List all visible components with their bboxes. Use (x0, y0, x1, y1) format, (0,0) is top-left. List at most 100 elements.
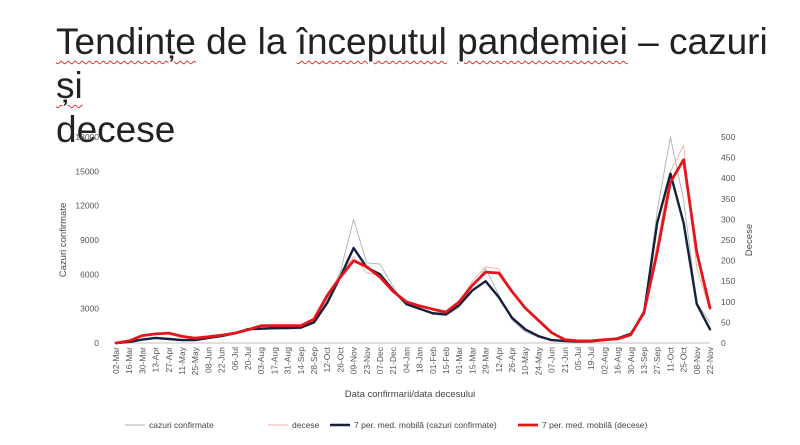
data-point (577, 340, 579, 342)
data-point (511, 317, 513, 319)
title-line-2: decese (56, 109, 176, 150)
data-point (353, 260, 355, 262)
data-point (696, 303, 698, 305)
y2-tick-label: 100 (721, 297, 735, 307)
y-axis-left-ticks: 0 3000 6000 9000 12000 15000 18000 (75, 132, 99, 348)
title-word-misspell-2: începutul (296, 21, 447, 62)
x-tick-label: 06-Jul (230, 347, 240, 370)
data-point (709, 322, 711, 324)
y2-tick-label: 450 (721, 153, 735, 163)
data-point (260, 325, 262, 327)
data-point (155, 333, 157, 335)
x-tick-label: 01-Mar (454, 347, 464, 374)
data-point (524, 307, 526, 309)
x-tick-label: 28-Sep (309, 347, 319, 375)
x-tick-label: 29-Mar (481, 347, 491, 374)
data-point (247, 329, 249, 331)
series-2 (114, 172, 712, 345)
data-point (274, 327, 276, 329)
data-point (604, 339, 606, 341)
title-word-misspell-1: Tendințe (56, 21, 196, 62)
chart-series (114, 136, 712, 345)
x-tick-label: 31-Aug (283, 347, 293, 375)
x-tick-label: 13-Sep (639, 347, 649, 375)
x-tick-label: 05-Jul (573, 347, 583, 370)
data-point (683, 199, 685, 201)
x-tick-label: 22-Jun (217, 347, 227, 373)
x-tick-label: 21-Jun (560, 347, 570, 373)
data-point (208, 336, 210, 338)
title-word-misspell-3: pandemiei (457, 21, 628, 62)
y2-tick-label: 50 (721, 317, 731, 327)
data-point (406, 303, 408, 305)
data-point (406, 301, 408, 303)
x-tick-label: 30-Mar (137, 347, 147, 374)
y-tick-label: 0 (94, 338, 99, 348)
data-point (485, 280, 487, 282)
data-point (590, 340, 592, 342)
data-point (326, 302, 328, 304)
data-point (564, 339, 566, 341)
x-tick-label: 08-Jun (203, 347, 213, 373)
x-tick-label: 10-May (520, 346, 530, 375)
series-line (115, 136, 711, 344)
data-point (234, 332, 236, 334)
data-point (313, 322, 315, 324)
data-point (366, 262, 368, 264)
data-point (340, 276, 342, 278)
x-tick-label: 25-May (190, 346, 200, 375)
data-point (300, 325, 302, 327)
data-point (392, 286, 394, 288)
legend: cazuri confirmate decese 7 per. med. mobil… (125, 420, 648, 430)
x-tick-label: 27-Sep (652, 347, 662, 375)
data-point (142, 339, 144, 341)
data-point (551, 332, 553, 334)
data-point (656, 211, 658, 213)
data-point (142, 335, 144, 337)
data-point (221, 334, 223, 336)
data-point (366, 272, 368, 274)
x-tick-label: 08-Nov (692, 346, 702, 374)
data-point (432, 312, 434, 314)
y2-tick-label: 0 (721, 338, 726, 348)
series-line (114, 172, 712, 345)
x-tick-label: 20-Jul (243, 347, 253, 370)
data-point (511, 291, 513, 293)
x-tick-label: 02-Aug (599, 347, 609, 375)
data-point (366, 266, 368, 268)
x-tick-label: 16-Aug (613, 347, 623, 375)
series-0 (115, 136, 711, 344)
data-point (155, 337, 157, 339)
data-point (194, 337, 196, 339)
data-point (709, 309, 711, 311)
x-axis-label: Data confirmarii/data decesului (345, 389, 475, 400)
data-point (313, 318, 315, 320)
data-point (709, 329, 711, 331)
data-point (498, 272, 500, 274)
x-tick-label: 18-Jan (415, 347, 425, 373)
y2-tick-label: 150 (721, 276, 735, 286)
y-tick-label: 12000 (75, 201, 99, 211)
x-tick-label: 24-May (533, 346, 543, 375)
series-3 (114, 158, 712, 345)
x-tick-label: 12-Apr (494, 347, 504, 373)
data-point (168, 332, 170, 334)
data-point (696, 268, 698, 270)
y-axis-right-ticks: 0 50 100 150 200 250 300 350 400 450 500 (721, 132, 735, 348)
series-1 (115, 144, 711, 344)
page-title: Tendințe de la începutul pandemiei – caz… (56, 20, 776, 152)
data-point (260, 328, 262, 330)
title-text: – cazuri (627, 21, 768, 62)
data-point (458, 304, 460, 306)
x-tick-label: 04-Jan (401, 347, 411, 373)
legend-label: decese (292, 420, 320, 430)
y2-axis-label: Decese (744, 224, 755, 256)
data-point (379, 263, 381, 265)
data-point (683, 159, 685, 161)
x-tick-label: 30-Aug (626, 347, 636, 375)
data-point (670, 173, 672, 175)
x-tick-label: 26-Apr (507, 347, 517, 373)
x-tick-label: 25-Oct (679, 346, 689, 372)
y2-tick-label: 300 (721, 214, 735, 224)
x-tick-label: 27-Apr (164, 347, 174, 373)
